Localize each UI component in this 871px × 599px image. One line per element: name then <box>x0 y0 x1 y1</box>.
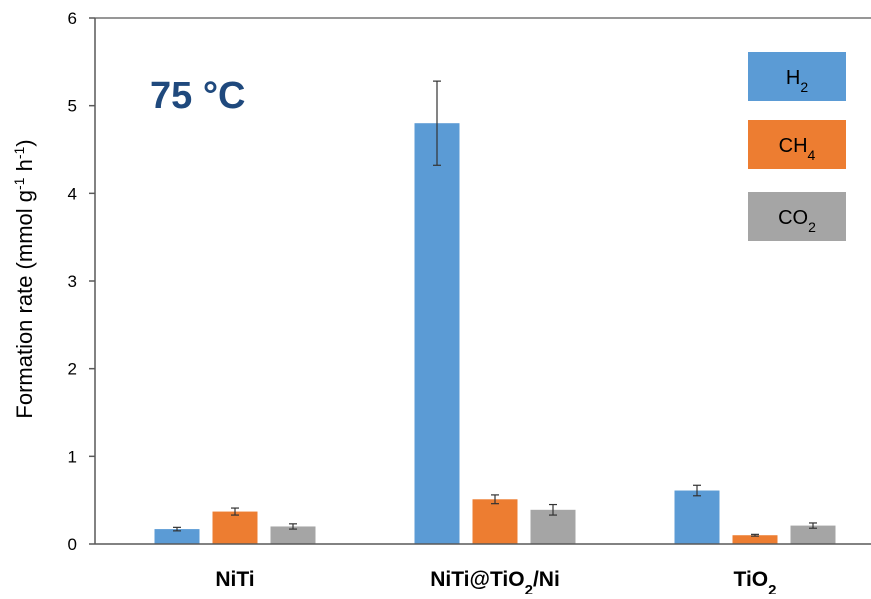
legend-label-CH4: CH4 <box>779 135 816 163</box>
legend-swatch-CO2 <box>748 192 846 241</box>
bar-CO2-0 <box>270 526 316 544</box>
y-axis: 0 1 2 3 4 5 6 <box>68 9 871 554</box>
bar-H2-1 <box>414 123 460 544</box>
y-tick-label: 0 <box>68 535 77 554</box>
bar-CH4-0 <box>212 511 258 544</box>
legend-swatch-H2 <box>748 52 846 101</box>
x-axis: NiTi NiTi@TiO2/Ni TiO2 <box>95 543 871 599</box>
legend: H2 CH4 CO2 <box>748 52 846 241</box>
y-tick-label: 3 <box>68 272 77 291</box>
y-tick-label: 6 <box>68 9 77 28</box>
bar-CH4-2 <box>732 535 778 544</box>
y-tick-label: 5 <box>68 97 77 116</box>
y-tick-label: 1 <box>68 447 77 466</box>
temperature-annotation: 75 °C <box>150 75 245 117</box>
x-tick-label: TiO2 <box>734 568 777 594</box>
legend-swatch-CH4 <box>748 120 846 169</box>
y-axis-label: Formation rate (mmol g-1 h-1) <box>11 139 37 418</box>
legend-label-CO2: CO2 <box>778 207 816 235</box>
bar-CO2-2 <box>790 525 836 544</box>
y-tick-label: 4 <box>68 184 77 203</box>
y-tick-label: 2 <box>68 360 77 379</box>
bars <box>154 80 836 544</box>
legend-label-H2: H2 <box>786 67 808 95</box>
bar-H2-0 <box>154 529 200 544</box>
x-tick-label: NiTi@TiO2/Ni <box>430 568 560 594</box>
x-tick-label: NiTi <box>215 568 254 591</box>
bar-H2-2 <box>674 490 720 544</box>
bar-CH4-1 <box>472 499 518 544</box>
